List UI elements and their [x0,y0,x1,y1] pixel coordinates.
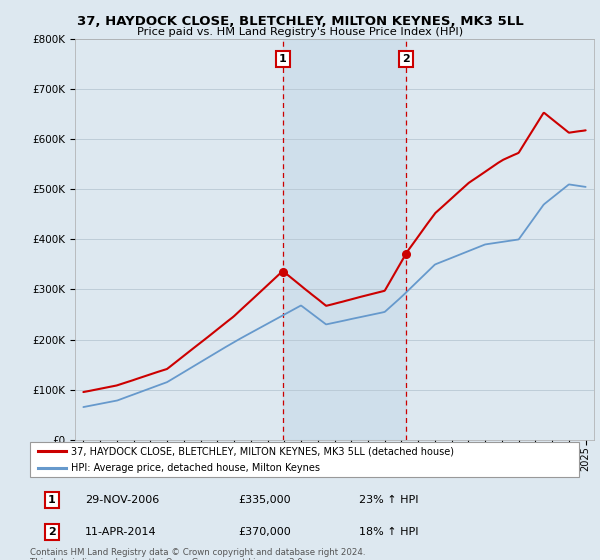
Text: 29-NOV-2006: 29-NOV-2006 [85,494,159,505]
Text: 2: 2 [48,527,56,537]
Text: 2: 2 [402,54,410,64]
Text: £370,000: £370,000 [239,527,292,537]
Text: 37, HAYDOCK CLOSE, BLETCHLEY, MILTON KEYNES, MK3 5LL: 37, HAYDOCK CLOSE, BLETCHLEY, MILTON KEY… [77,15,523,27]
Text: 37, HAYDOCK CLOSE, BLETCHLEY, MILTON KEYNES, MK3 5LL (detached house): 37, HAYDOCK CLOSE, BLETCHLEY, MILTON KEY… [71,446,454,456]
Text: 11-APR-2014: 11-APR-2014 [85,527,157,537]
Text: 1: 1 [48,494,56,505]
Text: £335,000: £335,000 [239,494,291,505]
Text: 18% ↑ HPI: 18% ↑ HPI [359,527,419,537]
Text: Price paid vs. HM Land Registry's House Price Index (HPI): Price paid vs. HM Land Registry's House … [137,27,463,37]
Text: 1: 1 [279,54,287,64]
Text: 23% ↑ HPI: 23% ↑ HPI [359,494,419,505]
Bar [283,39,406,440]
FancyBboxPatch shape [30,442,579,477]
Text: HPI: Average price, detached house, Milton Keynes: HPI: Average price, detached house, Milt… [71,463,320,473]
Text: Contains HM Land Registry data © Crown copyright and database right 2024.
This d: Contains HM Land Registry data © Crown c… [30,548,365,560]
